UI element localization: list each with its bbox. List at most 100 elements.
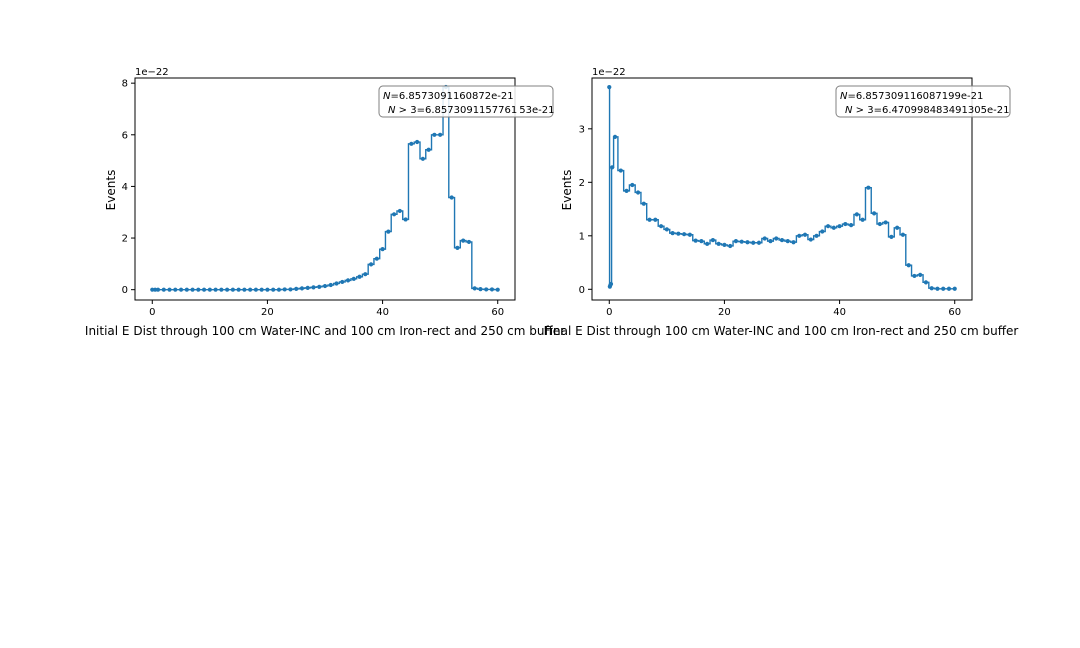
data-point <box>630 182 635 188</box>
chart-initial-e-dist: 1e−22 Events Initial E Dist through 100 … <box>85 67 565 338</box>
data-point <box>386 229 391 234</box>
x-tick-label: 40 <box>376 307 389 318</box>
data-point <box>883 220 888 225</box>
x-tick-label: 40 <box>833 307 846 318</box>
data-point <box>374 256 379 261</box>
data-point <box>682 232 687 237</box>
data-point <box>415 139 420 145</box>
data-point <box>768 239 773 244</box>
x-tick-label: 20 <box>261 307 274 318</box>
data-point <box>952 286 957 291</box>
data-point <box>774 236 779 241</box>
data-point <box>872 211 877 216</box>
data-point <box>900 232 906 237</box>
y-tick-label: 2 <box>579 178 585 189</box>
annotation-line-1: N=6.857309116087199e-21 <box>840 91 983 102</box>
data-point <box>608 281 614 287</box>
data-point <box>946 286 952 291</box>
data-point <box>814 233 819 238</box>
data-point <box>797 233 802 238</box>
data-point <box>837 224 842 229</box>
data-point <box>242 287 247 292</box>
data-point <box>489 287 495 292</box>
data-point <box>153 287 158 292</box>
data-point <box>802 232 808 237</box>
data-point <box>906 263 911 268</box>
axes-layer: 0 20 40 60 0 1 2 3 <box>579 77 973 318</box>
data-point <box>432 132 437 137</box>
data-point <box>935 286 940 291</box>
data-point <box>173 287 178 292</box>
data-point <box>236 287 241 292</box>
data-point <box>647 217 652 222</box>
data-point <box>733 239 739 244</box>
data-point <box>340 279 345 285</box>
data-point <box>739 239 744 244</box>
data-point <box>351 276 356 281</box>
data-point <box>276 287 282 292</box>
data-point <box>831 225 836 230</box>
data-point <box>762 236 767 241</box>
data-point <box>941 286 946 291</box>
data-layer <box>150 84 500 292</box>
data-point <box>230 287 235 292</box>
data-point <box>265 287 270 292</box>
data-point <box>825 224 831 229</box>
data-point <box>248 287 253 292</box>
annotation-line-1: N=6.8573091160872e-21 <box>383 91 514 102</box>
chart-title: Final E Dist through 100 cm Water-INC an… <box>544 324 1019 338</box>
data-point <box>664 227 669 232</box>
data-point <box>820 229 825 234</box>
data-point <box>345 278 351 283</box>
x-tick-label: 60 <box>948 307 961 318</box>
data-point <box>271 287 276 292</box>
chart-final-e-dist: 1e−22 Events Final E Dist through 100 cm… <box>544 67 1019 338</box>
data-point <box>196 287 201 292</box>
axes-layer: 0 20 40 60 0 2 4 6 8 <box>122 77 516 318</box>
data-point <box>670 231 675 236</box>
annotation-frame <box>835 85 1011 118</box>
data-point <box>409 141 414 146</box>
data-point <box>225 287 230 292</box>
x-tick-label: 60 <box>491 307 504 318</box>
data-point <box>610 165 615 170</box>
data-point <box>912 273 917 279</box>
data-point <box>618 168 623 173</box>
plot-frame <box>134 77 516 301</box>
data-point <box>305 285 310 290</box>
annotation-box: N=6.8573091160872e-21 N > 3=6.8573091157… <box>378 85 554 118</box>
data-point <box>687 232 692 237</box>
data-point <box>635 190 641 195</box>
data-point <box>848 223 854 228</box>
data-point <box>328 282 333 288</box>
data-point <box>219 287 224 292</box>
data-point <box>791 240 796 245</box>
data-point <box>918 272 923 277</box>
data-point <box>889 234 894 239</box>
data-point <box>294 286 299 291</box>
x-tick-label: 20 <box>718 307 731 318</box>
data-point <box>895 225 900 230</box>
data-point <box>449 195 454 200</box>
data-point <box>403 217 408 222</box>
data-point <box>624 188 629 193</box>
data-point <box>484 287 489 292</box>
data-point <box>167 287 172 292</box>
data-point <box>929 286 934 291</box>
y-axis-label: Events <box>104 170 118 211</box>
data-point <box>259 287 264 292</box>
data-point <box>397 208 402 214</box>
data-point <box>426 147 431 152</box>
data-point <box>751 240 756 245</box>
plot-frame <box>591 77 973 301</box>
data-point <box>420 156 425 161</box>
data-point <box>357 274 362 279</box>
data-point <box>478 287 483 292</box>
data-point <box>808 237 813 242</box>
y-tick-label: 0 <box>579 285 585 296</box>
data-point <box>155 287 161 292</box>
y-tick-label: 2 <box>122 234 128 245</box>
data-point <box>866 185 871 190</box>
data-point <box>288 287 293 292</box>
data-point <box>201 287 207 292</box>
